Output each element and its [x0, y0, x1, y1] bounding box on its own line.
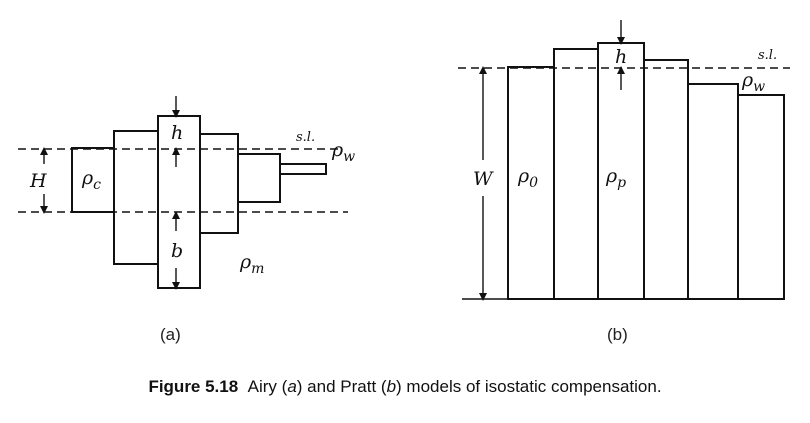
airy-b-label: b — [171, 240, 183, 262]
airy-panel-label: (a) — [160, 325, 181, 344]
pratt-rho-0-label: ρ0 — [517, 165, 538, 191]
pratt-sea-level-label: s.l. — [758, 48, 777, 63]
airy-rho-c-label: ρc — [81, 167, 101, 193]
airy-block-6-thin — [279, 163, 327, 175]
caption-text-3: ) models of isostatic compensation. — [396, 377, 662, 396]
airy-h-label: h — [171, 122, 183, 144]
pratt-column-6 — [737, 94, 785, 300]
airy-block-2 — [113, 130, 159, 265]
caption-text-1: Airy ( — [247, 377, 288, 396]
airy-sea-level-label: s.l. — [296, 130, 315, 145]
pratt-rho-w-label: ρw — [741, 69, 765, 95]
caption-a: a — [287, 377, 297, 396]
airy-labels: h b H ρc ρm ρw s.l. (a) — [29, 122, 355, 344]
pratt-h-label: h — [615, 46, 627, 68]
caption-b: b — [386, 377, 397, 396]
pratt-column-4 — [643, 59, 689, 300]
pratt-column-2 — [553, 48, 599, 300]
pratt-model-diagram — [458, 20, 790, 301]
pratt-labels: h W ρ0 ρp ρw s.l. (b) — [473, 46, 777, 344]
airy-block-5 — [237, 153, 281, 203]
pratt-column-5 — [687, 83, 739, 300]
pratt-panel-label: (b) — [607, 325, 628, 344]
airy-model-diagram — [18, 96, 348, 290]
airy-rho-w-label: ρw — [331, 139, 355, 165]
caption-text-2: ) and Pratt ( — [296, 377, 387, 396]
pratt-W-label: W — [473, 168, 494, 190]
pratt-rho-p-label: ρp — [605, 165, 626, 191]
airy-H-label: H — [29, 170, 47, 192]
figure-caption: Figure 5.18 Airy (a) and Pratt (b) model… — [0, 377, 810, 397]
figure-number: Figure 5.18 — [148, 377, 239, 396]
airy-rho-m-label: ρm — [239, 251, 264, 277]
